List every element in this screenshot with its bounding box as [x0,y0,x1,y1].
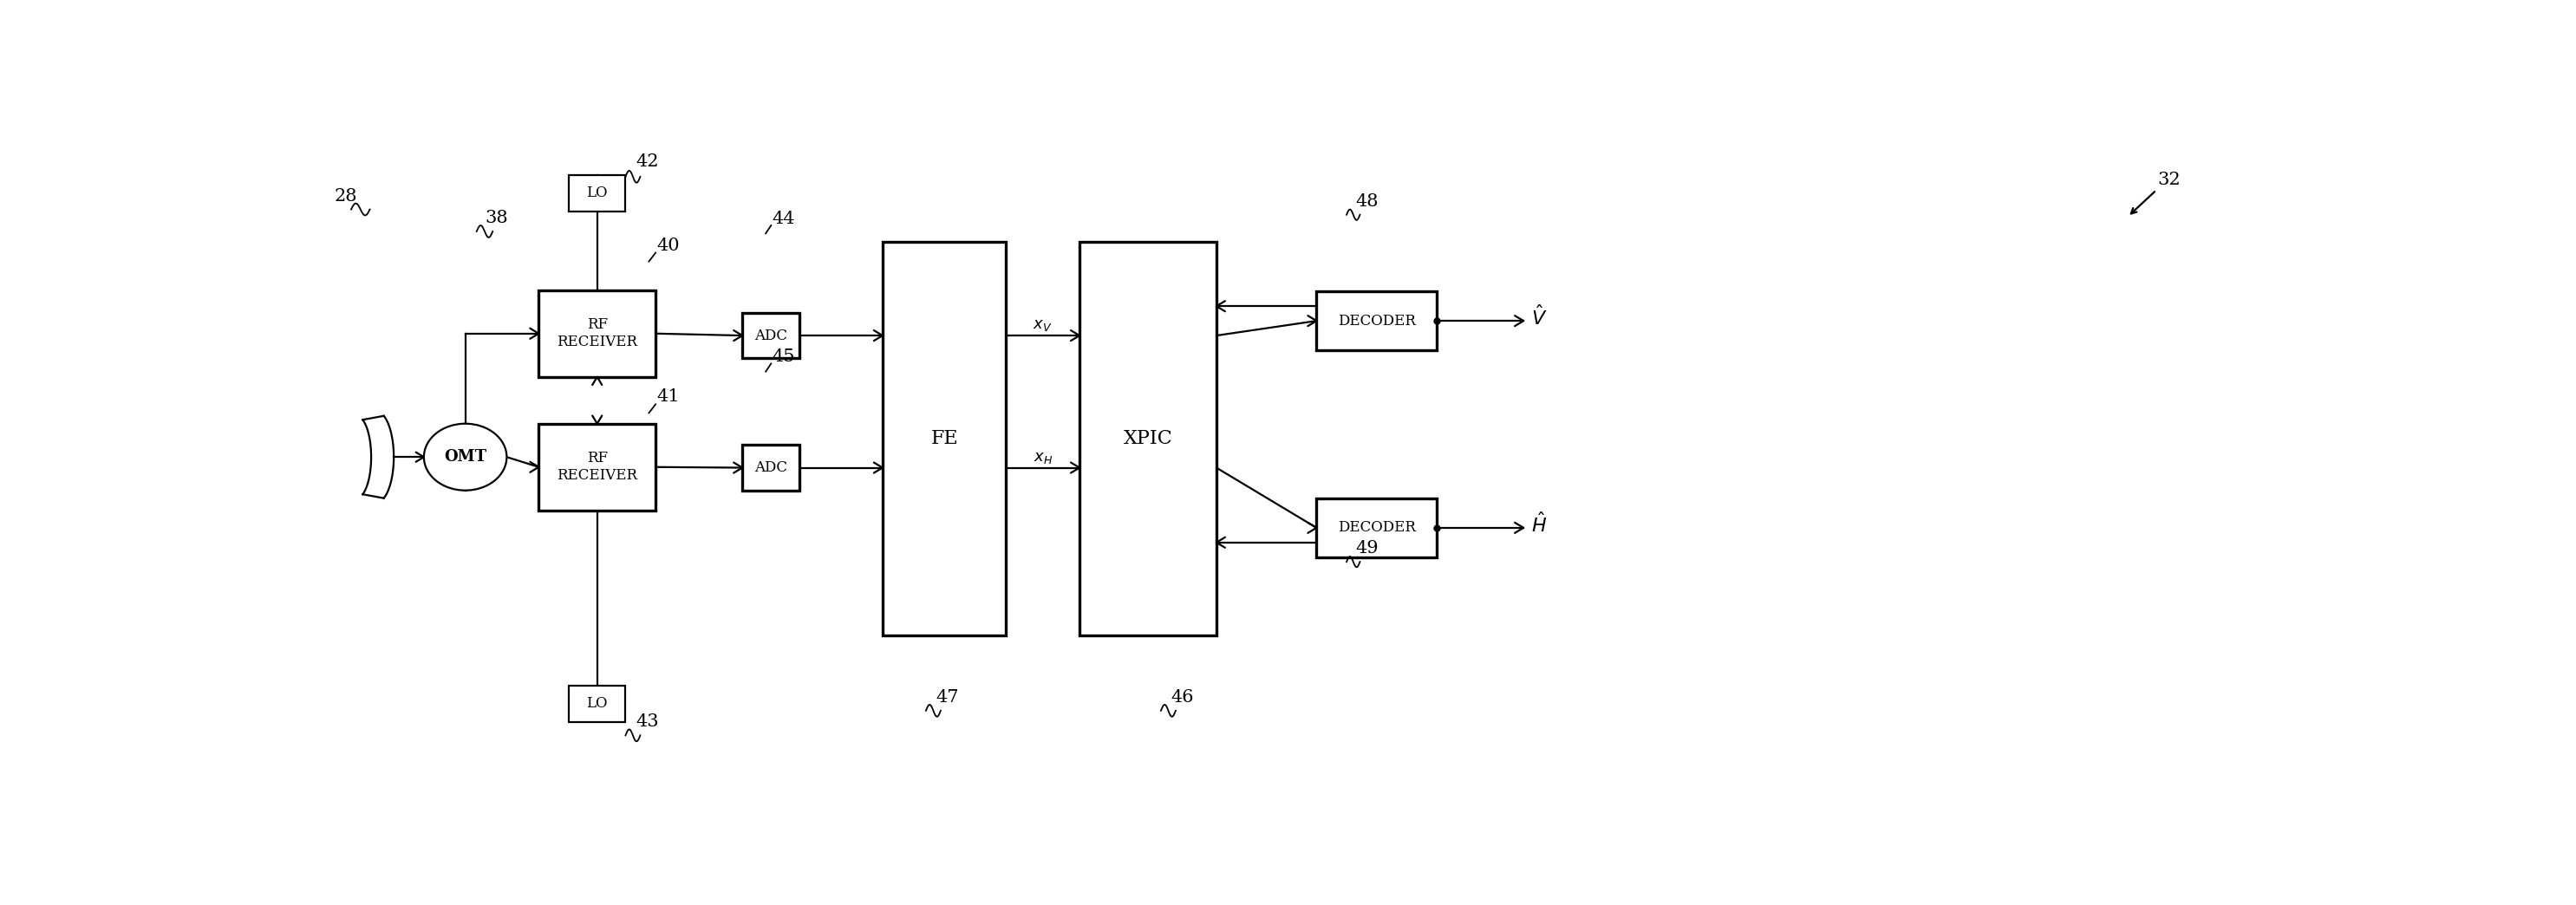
Text: ADC: ADC [755,461,788,475]
FancyBboxPatch shape [1316,499,1437,557]
Text: LO: LO [587,186,608,200]
Text: $x_V$: $x_V$ [1033,318,1054,333]
FancyBboxPatch shape [538,424,654,510]
FancyBboxPatch shape [538,291,654,376]
Text: RF
RECEIVER: RF RECEIVER [556,452,636,483]
Text: 48: 48 [1355,193,1378,210]
Text: 28: 28 [335,188,358,205]
FancyBboxPatch shape [569,685,626,722]
Text: OMT: OMT [443,449,487,465]
Ellipse shape [425,424,507,491]
FancyBboxPatch shape [742,313,799,358]
Text: 43: 43 [636,714,659,730]
FancyBboxPatch shape [569,175,626,212]
Text: XPIC: XPIC [1123,429,1172,448]
Text: 38: 38 [484,210,507,226]
Text: 46: 46 [1172,689,1193,706]
Text: $\hat{V}$: $\hat{V}$ [1533,306,1548,329]
Text: 40: 40 [657,237,680,253]
Text: RF
RECEIVER: RF RECEIVER [556,318,636,349]
FancyBboxPatch shape [742,445,799,491]
Text: 32: 32 [2159,172,2182,188]
Text: 42: 42 [636,154,659,170]
Text: 45: 45 [773,348,796,365]
Text: ADC: ADC [755,329,788,343]
Text: 41: 41 [657,388,680,405]
Text: $x_H$: $x_H$ [1033,450,1054,465]
Text: 47: 47 [935,689,958,706]
Text: FE: FE [930,429,958,448]
Text: 44: 44 [773,210,796,227]
FancyBboxPatch shape [1316,291,1437,350]
Text: LO: LO [587,696,608,711]
Text: DECODER: DECODER [1337,313,1417,329]
Text: 49: 49 [1355,540,1378,557]
FancyBboxPatch shape [884,242,1007,635]
Text: DECODER: DECODER [1337,520,1417,535]
Text: $\hat{H}$: $\hat{H}$ [1533,512,1548,537]
FancyBboxPatch shape [1079,242,1216,635]
